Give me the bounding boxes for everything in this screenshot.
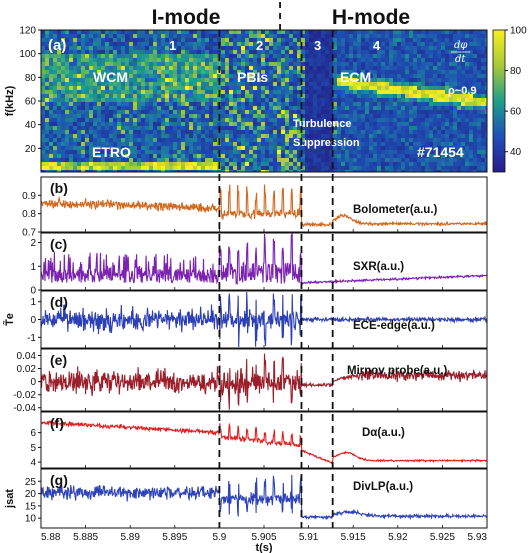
signal-trace (40, 420, 488, 465)
dphi-dt-formula: dφ dt (451, 40, 470, 65)
x-tick-label: 5.88 (41, 532, 61, 543)
annotation-ecm: ECM (340, 69, 371, 85)
x-tick-label: 5.905 (251, 532, 276, 543)
formula-denominator: dt (455, 54, 466, 65)
y-tick-label: 25 (25, 477, 37, 488)
colorbar-gradient (492, 29, 506, 173)
x-tick-label: 5.92 (388, 532, 408, 543)
colorbar: 40 60 80 100 (492, 26, 527, 173)
x-tick-label: 5.9 (212, 532, 226, 543)
panel-tag: (g) (50, 472, 68, 488)
panel-tag: (c) (50, 236, 67, 252)
y-tick-label: -0.04 (13, 403, 36, 414)
panel-tag: (f) (50, 415, 64, 431)
signal-label: ECE-edge(a.u.) (353, 320, 435, 332)
annotation-wcm: WCM (93, 69, 128, 85)
y-tick-label: 0.7 (22, 228, 36, 239)
panel-d: -1 0 1 (d) ECE-edge(a.u.) T̃e (3, 290, 488, 349)
spectrogram-cells (41, 30, 487, 172)
annotation-pbis: PBIs (237, 69, 268, 85)
panel-b: 0.7 0.8 0.9 (b) Bolometer(a.u.) (22, 176, 488, 239)
x-axis-label: t(s) (255, 542, 272, 553)
panel-tag: (b) (50, 180, 68, 196)
y-tick-label: 0 (30, 377, 36, 388)
annotation-etro: ETRO (92, 144, 131, 160)
y-tick-label: 0.8 (22, 209, 36, 220)
y-tick-label: 15 (25, 501, 37, 512)
y-tick-label: 0.9 (22, 191, 36, 202)
y-axis-label: T̃e (3, 313, 16, 326)
signal-trace (40, 232, 487, 286)
x-tick-label: 5.89 (120, 532, 140, 543)
x-tick-label: 5.885 (73, 532, 98, 543)
y-tick-label: 80 (25, 73, 37, 84)
colorbar-tick-label: 40 (510, 147, 522, 158)
signal-label: DivLP(a.u.) (353, 481, 413, 493)
signal-trace (40, 474, 488, 521)
spectrogram-y-axis-label: f(kHz) (4, 85, 16, 116)
x-tick-label: 5.915 (341, 532, 366, 543)
y-tick-label: 4 (30, 458, 36, 469)
panel-tag: (e) (50, 352, 67, 368)
phase-number-3: 3 (314, 38, 321, 53)
signal-trace (40, 184, 488, 228)
spectrogram-panel: 20 40 60 80 100 120 f(kHz) (a) 1 2 3 4 WCM PB… (4, 26, 488, 173)
y-tick-label: 0 (30, 315, 36, 326)
h-mode-label: H-mode (332, 6, 410, 29)
y-tick-label: -1 (27, 333, 36, 344)
y-tick-label: 1 (30, 297, 36, 308)
y-tick-label: 0.04 (17, 351, 37, 362)
y-tick-label: -0.02 (13, 390, 36, 401)
time-series-panels: 0.70.80.9(b)Bolometer(a.u.)012 (c)SXR(a.u… (3, 176, 488, 529)
signal-trace (40, 291, 488, 348)
y-tick-label: 60 (25, 97, 37, 108)
y-tick-label: 6 (30, 428, 36, 439)
y-tick-label: 5 (30, 443, 36, 454)
y-tick-label: 20 (25, 489, 37, 500)
signal-label: Dα(a.u.) (362, 427, 405, 439)
panel-c: 0 1 2 (c) SXR(a.u.) (30, 232, 488, 297)
panel-tag: (d) (50, 294, 68, 310)
annotation-turbulence: Turbulence (293, 118, 351, 130)
y-tick-label: 0 (30, 286, 36, 297)
x-tick-label: 5.91 (299, 532, 319, 543)
signal-label: Bolometer(a.u.) (353, 204, 438, 216)
signal-label: Mirnov probe(a.u.) (347, 365, 447, 377)
colorbar-tick-label: 100 (510, 26, 527, 37)
annotation-suppression: Suppression (293, 137, 360, 149)
signal-label: SXR(a.u.) (353, 261, 404, 273)
annotation-rho: ρ~0.9 (448, 85, 477, 97)
panel-e: -0.04 -0.02 0 0.02 0.04 (e) Mirnov probe(a.u.) (13, 348, 488, 414)
x-axis-ticks: 5.88 5.885 5.89 5.895 5.9 5.905 5.91 5.915 5.92 5… (41, 532, 487, 543)
y-tick-label: 2 (30, 238, 36, 249)
y-tick-label: 10 (25, 514, 37, 525)
phase-number-1: 1 (169, 38, 176, 53)
spectrogram-y-ticks: 20 40 60 80 100 120 (19, 26, 41, 155)
y-tick-label: 40 (25, 120, 37, 131)
x-tick-label: 5.895 (162, 532, 187, 543)
panel-tag-a: (a) (48, 37, 66, 54)
y-tick-label: 100 (19, 49, 36, 60)
y-axis-label: jsat (4, 489, 16, 509)
colorbar-tick-label: 60 (510, 107, 522, 118)
colorbar-tick-label: 80 (510, 66, 522, 77)
y-tick-label: 120 (19, 26, 36, 37)
x-tick-label: 5.925 (430, 532, 455, 543)
panel-f: 4 5 6 (f) Dα(a.u.) (30, 411, 488, 469)
i-mode-label: I-mode (152, 6, 221, 29)
colorbar-ticks: 40 60 80 100 (505, 26, 527, 158)
x-tick-label: 5.93 (468, 532, 488, 543)
transition-lines (218, 2, 334, 528)
formula-numerator: dφ (454, 40, 467, 51)
signal-trace (40, 353, 488, 410)
phase-number-4: 4 (373, 38, 381, 53)
y-tick-label: 1 (30, 262, 36, 273)
annotation-shot-number: #71454 (417, 144, 464, 160)
y-tick-label: 20 (25, 144, 37, 155)
phase-number-2: 2 (256, 38, 263, 53)
y-tick-label: 0.02 (17, 364, 37, 375)
